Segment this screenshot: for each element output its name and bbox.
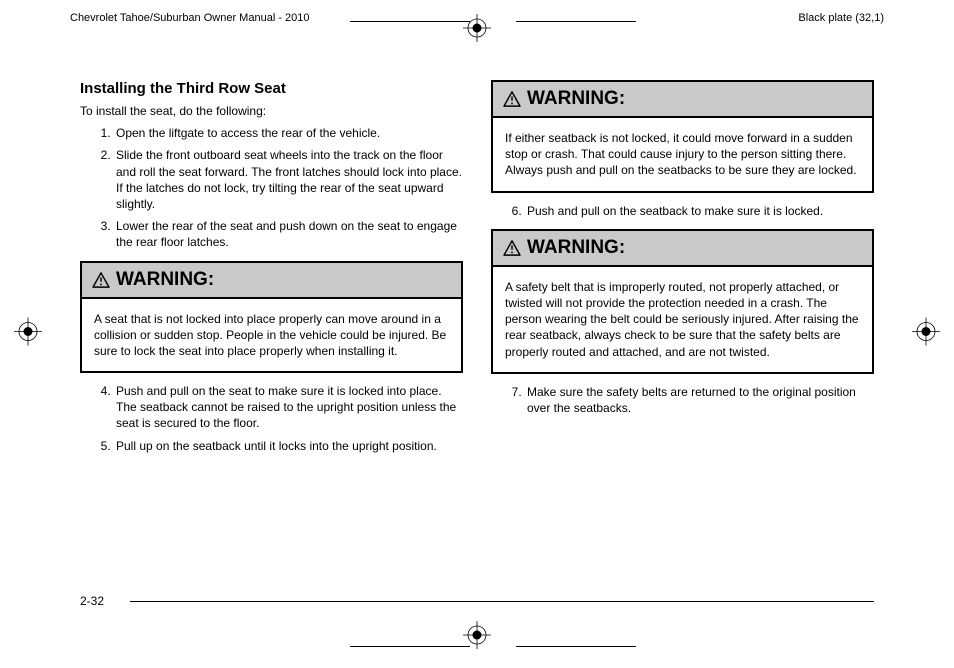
warning-header: WARNING:	[493, 82, 872, 118]
steps-list-7: Make sure the safety belts are returned …	[491, 384, 874, 416]
header-rule-right	[516, 21, 636, 22]
warning-body: A seat that is not locked into place pro…	[82, 299, 461, 372]
intro-text: To install the seat, do the following:	[80, 103, 463, 119]
step-item: Push and pull on the seatback to make su…	[525, 203, 874, 219]
step-item: Push and pull on the seat to make sure i…	[114, 383, 463, 432]
step-item: Open the liftgate to access the rear of …	[114, 125, 463, 141]
warning-box-2: WARNING: If either seatback is not locke…	[491, 80, 874, 193]
right-column: WARNING: If either seatback is not locke…	[491, 80, 874, 460]
warning-label: WARNING:	[527, 237, 625, 259]
footer-rule-center-right	[516, 646, 636, 647]
footer-rule-center-left	[350, 646, 470, 647]
registration-mark-top	[463, 14, 491, 47]
header-rule-left	[350, 21, 470, 22]
registration-mark-right	[912, 318, 940, 351]
footer-rule	[130, 601, 874, 602]
step-item: Slide the front outboard seat wheels int…	[114, 147, 463, 212]
left-column: Installing the Third Row Seat To install…	[80, 80, 463, 460]
registration-mark-bottom	[463, 621, 491, 654]
warning-label: WARNING:	[116, 269, 214, 291]
warning-header: WARNING:	[493, 231, 872, 267]
warning-header: WARNING:	[82, 263, 461, 299]
step-item: Lower the rear of the seat and push down…	[114, 218, 463, 250]
warning-triangle-icon	[92, 272, 110, 288]
page-content: Installing the Third Row Seat To install…	[80, 80, 874, 460]
warning-triangle-icon	[503, 91, 521, 107]
page-number: 2-32	[80, 594, 104, 608]
steps-list-4-5: Push and pull on the seat to make sure i…	[80, 383, 463, 454]
step-item: Make sure the safety belts are returned …	[525, 384, 874, 416]
step-item: Pull up on the seatback until it locks i…	[114, 438, 463, 454]
section-heading: Installing the Third Row Seat	[80, 80, 463, 97]
warning-label: WARNING:	[527, 88, 625, 110]
warning-box-1: WARNING: A seat that is not locked into …	[80, 261, 463, 374]
manual-title: Chevrolet Tahoe/Suburban Owner Manual - …	[70, 12, 310, 24]
warning-box-3: WARNING: A safety belt that is improperl…	[491, 229, 874, 374]
warning-body: A safety belt that is improperly routed,…	[493, 267, 872, 372]
steps-list-1-3: Open the liftgate to access the rear of …	[80, 125, 463, 250]
warning-body: If either seatback is not locked, it cou…	[493, 118, 872, 191]
registration-mark-left	[14, 318, 42, 351]
steps-list-6: Push and pull on the seatback to make su…	[491, 203, 874, 219]
warning-triangle-icon	[503, 240, 521, 256]
plate-label: Black plate (32,1)	[798, 12, 884, 24]
